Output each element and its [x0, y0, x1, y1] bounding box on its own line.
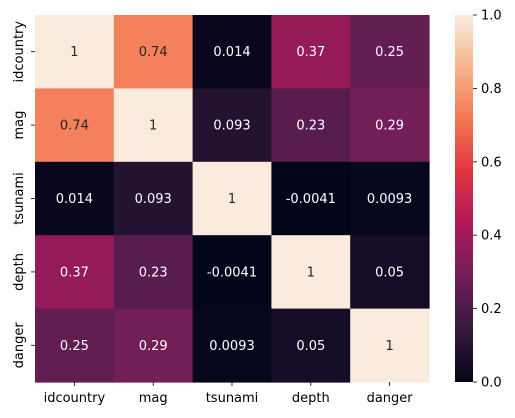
cell-value-label: 0.23 [296, 119, 325, 134]
colorbar-tick-label: 0.0 [481, 376, 502, 391]
cell-value-label: 0.093 [135, 192, 172, 207]
y-axis: idcountry mag tsunami depth danger [12, 21, 35, 369]
x-tick-label: idcountry [44, 391, 106, 406]
heatmap-cell-mag-danger [350, 88, 430, 163]
heatmap-cells [35, 15, 430, 383]
cell-value-label: 0.29 [139, 339, 168, 354]
cell-value-label: 0.74 [60, 119, 89, 134]
colorbar-tick-label: 0.8 [481, 82, 502, 97]
heatmap-cell-tsunami-depth [271, 161, 351, 236]
cell-value-label: 0.014 [56, 192, 93, 207]
x-tick-label: mag [139, 391, 168, 406]
heatmap-cell-tsunami-idcountry [35, 161, 115, 236]
colorbar-axis: 0.0 0.2 0.4 0.6 0.8 1.0 [473, 9, 502, 391]
cell-value-label: 0.014 [213, 45, 250, 60]
cell-value-label: 0.25 [375, 45, 404, 60]
heatmap-cell-depth-mag [113, 235, 194, 310]
heatmap-cell-danger-tsunami [192, 308, 272, 383]
cell-value-label: 0.05 [296, 339, 325, 354]
heatmap-cell-depth-depth [271, 235, 351, 310]
cell-value-label: -0.0041 [207, 265, 257, 280]
heatmap-cell-tsunami-mag [113, 161, 194, 236]
cell-value-label: 0.23 [139, 265, 168, 280]
cell-value-label: -0.0041 [286, 192, 336, 207]
cell-value-label: 0.25 [60, 339, 89, 354]
cell-value-label: 0.0093 [367, 192, 413, 207]
cell-value-label: 0.0093 [209, 339, 255, 354]
heatmap-cell-idcountry-depth [271, 15, 351, 89]
heatmap-cell-labels: 1 0.74 0.014 0.37 0.25 0.74 1 0.093 0.23 0.29 0.01… [56, 45, 413, 354]
heatmap-cell-tsunami-danger [350, 161, 430, 236]
x-tick-label: depth [292, 391, 330, 406]
y-tick-label: mag [12, 111, 27, 140]
colorbar-tick-label: 0.4 [481, 229, 502, 244]
cell-value-label: 0.29 [375, 119, 404, 134]
colorbar-tick-label: 1.0 [481, 9, 502, 24]
heatmap-cell-danger-mag [113, 308, 194, 383]
x-axis: idcountry mag tsunami depth danger [44, 382, 414, 406]
y-tick-label: tsunami [12, 172, 27, 225]
cell-value-label: 0.37 [296, 45, 325, 60]
heatmap-cell-mag-depth [271, 88, 351, 163]
cell-value-label: 1 [385, 339, 393, 354]
y-tick-label: depth [12, 253, 27, 291]
heatmap-cell-idcountry-mag [113, 15, 194, 89]
cell-value-label: 1 [149, 119, 157, 134]
y-tick-label: idcountry [12, 21, 27, 83]
colorbar-tick-label: 0.6 [481, 155, 502, 170]
heatmap-cell-mag-tsunami [192, 88, 272, 163]
x-tick-label: danger [367, 391, 414, 406]
heatmap-cell-depth-tsunami [192, 235, 272, 310]
heatmap-cell-danger-depth [271, 308, 351, 383]
heatmap-cell-depth-danger [350, 235, 430, 310]
cell-value-label: 0.093 [213, 119, 250, 134]
heatmap-cell-mag-idcountry [35, 88, 115, 163]
cell-value-label: 1 [228, 192, 236, 207]
heatmap-cell-idcountry-danger [350, 15, 430, 89]
heatmap-cell-idcountry-tsunami [192, 15, 272, 89]
cell-value-label: 1 [70, 45, 78, 60]
colorbar-tick-label: 0.2 [481, 302, 502, 317]
cell-value-label: 0.37 [60, 265, 89, 280]
heatmap-cell-depth-idcountry [35, 235, 115, 310]
heatmap-cell-tsunami-tsunami [192, 161, 272, 236]
heatmap-cell-danger-idcountry [35, 308, 115, 383]
x-tick-label: tsunami [206, 391, 259, 406]
y-tick-label: danger [12, 322, 27, 369]
colorbar [455, 15, 473, 382]
heatmap-cell-mag-mag [113, 88, 194, 163]
cell-value-label: 1 [307, 265, 315, 280]
heatmap-cell-idcountry-idcountry [35, 15, 115, 89]
cell-value-label: 0.05 [375, 265, 404, 280]
cell-value-label: 0.74 [139, 45, 168, 60]
heatmap-cell-danger-danger [350, 308, 430, 383]
